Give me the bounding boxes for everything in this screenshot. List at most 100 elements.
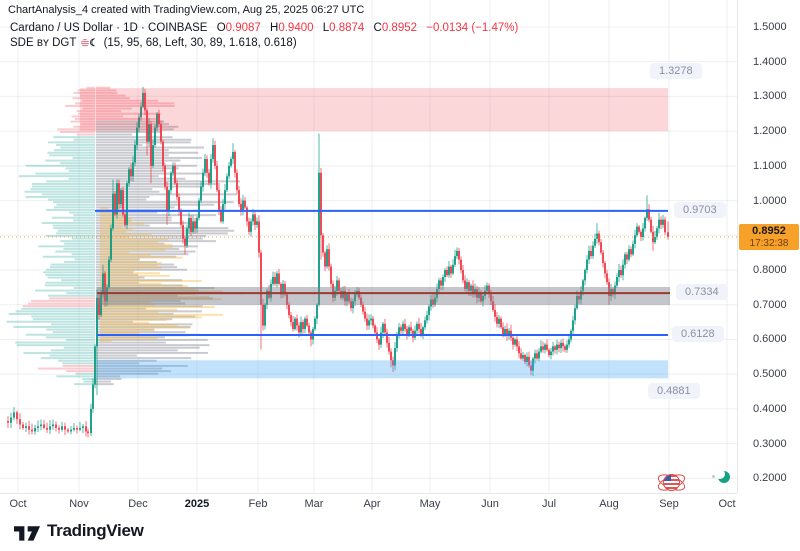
symbol-legend-row[interactable]: Cardano / US Dollar · 1D · COINBASE O0.9…: [10, 21, 518, 36]
indicator-legend-row[interactable]: SDE ʙʏ DGT ☾ (15, 95, 68, Left, 30, 89, …: [10, 36, 518, 51]
mid-band[interactable]: [97, 287, 670, 306]
close-value: 0.8952: [381, 22, 418, 34]
right-profile-gray-bar: [96, 375, 120, 378]
right-profile-gray-bar: [96, 172, 206, 175]
right-profile-yellow-bar: [100, 290, 223, 293]
bar-countdown: 17:32:38: [749, 237, 789, 249]
price-tick-0.5000: 0.5000: [753, 368, 787, 381]
left-profile-bar: [47, 151, 95, 154]
left-profile-bar: [82, 107, 95, 110]
right-profile-yellow-bar: [100, 243, 173, 246]
right-profile-yellow-bar: [100, 313, 223, 316]
symbol-title[interactable]: Cardano / US Dollar · 1D · COINBASE: [10, 22, 208, 34]
left-profile-bar: [13, 325, 96, 328]
right-profile-gray-bar: [96, 141, 191, 144]
left-profile-bar: [86, 86, 95, 89]
right-profile-gray-bar: [96, 362, 140, 365]
right-profile-yellow-bar: [100, 298, 222, 301]
price-tick-0.3000: 0.3000: [753, 437, 787, 450]
time-tick-Dec: Dec: [128, 498, 148, 510]
left-profile-bar: [63, 247, 95, 250]
right-profile-yellow-bar: [100, 308, 178, 311]
right-profile-gray-bar: [96, 255, 177, 258]
left-profile-bar: [72, 156, 95, 159]
left-profile-bar: [48, 141, 95, 144]
right-profile-gray-bar: [96, 185, 204, 188]
supply-zone[interactable]: [80, 88, 668, 132]
right-profile-yellow-bar: [100, 295, 209, 298]
right-profile-gray-bar: [96, 364, 188, 367]
indicator-name[interactable]: SDE ʙʏ DGT: [10, 37, 77, 49]
left-profile-bar: [73, 219, 95, 222]
left-profile-bar: [73, 214, 95, 217]
left-profile-bar: [37, 367, 95, 370]
high-value: 0.9400: [278, 22, 314, 34]
right-profile-gray-bar: [96, 307, 147, 310]
demand-zone[interactable]: [97, 360, 668, 379]
right-profile-yellow-bar: [100, 282, 162, 285]
right-profile-yellow-bar: [100, 233, 152, 236]
right-profile-gray-bar: [96, 182, 221, 185]
left-profile-bar: [47, 276, 95, 279]
left-profile-bar: [21, 307, 95, 310]
right-profile-gray-bar: [96, 372, 159, 375]
left-profile-bar: [65, 338, 95, 341]
right-profile-yellow-bar: [100, 235, 130, 238]
right-profile-gray-bar: [96, 310, 202, 313]
left-profile-bar: [45, 234, 95, 237]
moon-phase-icon: [712, 469, 730, 485]
right-profile-yellow-bar: [100, 311, 159, 314]
horizontal-levels[interactable]: [95, 209, 670, 336]
right-profile-gray-bar: [96, 232, 228, 235]
right-profile-gray-bar: [96, 351, 209, 354]
right-profile-gray-bar: [96, 286, 215, 289]
left-profile-bar: [30, 188, 96, 191]
left-profile-bar: [54, 149, 95, 152]
right-profile-gray-bar: [96, 367, 163, 370]
indicator-flag-icon: [81, 39, 90, 47]
left-profile-bar: [74, 258, 95, 261]
left-profile-bar: [25, 164, 96, 167]
left-profile-bar: [50, 349, 95, 352]
left-profile-bar: [77, 89, 95, 92]
left-profile-bar: [49, 297, 95, 300]
footer: TradingView: [0, 515, 800, 551]
price-tick-0.8000: 0.8000: [753, 263, 787, 276]
price-tick-0.2000: 0.2000: [753, 472, 787, 485]
time-tick-2025: 2025: [184, 498, 210, 510]
left-profile-bar: [42, 271, 95, 274]
price-axis[interactable]: 0.8952 17:32:38 1.5000 1.4000 1.3000 1.2000…: [737, 0, 800, 493]
left-profile-bar: [19, 175, 96, 178]
supply-demand-zones[interactable]: [80, 88, 670, 379]
right-profile-gray-bar: [96, 289, 199, 292]
right-profile-yellow-bar: [100, 306, 215, 309]
right-profile-gray-bar: [96, 162, 166, 165]
left-profile-bar: [50, 263, 95, 266]
chart-canvas[interactable]: [0, 0, 737, 493]
right-profile-yellow-bar: [100, 222, 144, 225]
right-profile-gray-bar: [96, 146, 205, 149]
right-profile-gray-bar: [96, 383, 114, 386]
right-profile-yellow-bar: [100, 264, 158, 267]
left-profile-bar: [53, 136, 95, 139]
left-profile-bar: [51, 216, 95, 219]
left-profile-bar: [76, 133, 95, 136]
left-profile-bar: [73, 91, 95, 94]
right-profile-gray-bar: [96, 237, 203, 240]
chart-plot-area[interactable]: [0, 0, 737, 493]
left-profile-bar: [41, 221, 95, 224]
us-flag-orbit-icon: [655, 471, 688, 494]
right-profile-gray-bar: [96, 328, 155, 331]
time-axis[interactable]: Oct Nov Dec 2025 Feb Mar Apr May Jun Jul Aug Sep Oct: [0, 493, 737, 516]
right-profile-gray-bar: [96, 219, 172, 222]
time-tick-Jul: Jul: [541, 498, 557, 510]
tradingview-logo[interactable]: TradingView: [14, 521, 144, 541]
low-label: L: [322, 22, 330, 34]
right-profile-gray-bar: [96, 250, 196, 253]
open-value: 0.9087: [225, 22, 261, 34]
right-profile-yellow-bar: [100, 277, 140, 280]
left-profile-bar: [46, 208, 95, 211]
right-profile-gray-bar: [96, 320, 133, 323]
left-profile-bar: [46, 328, 95, 331]
